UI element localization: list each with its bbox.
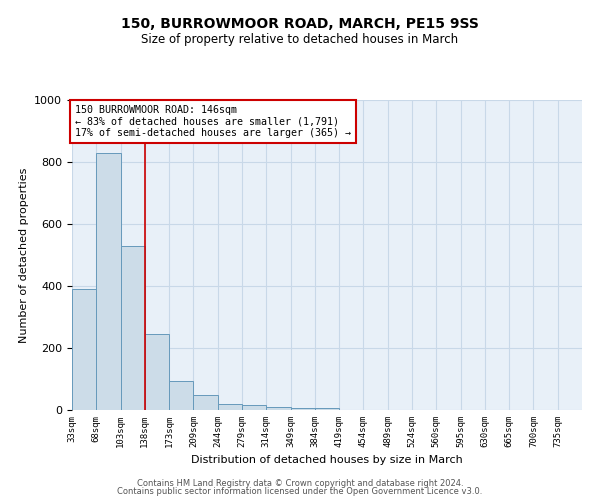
Bar	[242, 406, 266, 410]
Text: 150 BURROWMOOR ROAD: 146sqm
← 83% of detached houses are smaller (1,791)
17% of : 150 BURROWMOOR ROAD: 146sqm ← 83% of det…	[74, 104, 350, 138]
Text: 150, BURROWMOOR ROAD, MARCH, PE15 9SS: 150, BURROWMOOR ROAD, MARCH, PE15 9SS	[121, 18, 479, 32]
Text: Contains public sector information licensed under the Open Government Licence v3: Contains public sector information licen…	[118, 487, 482, 496]
Text: Size of property relative to detached houses in March: Size of property relative to detached ho…	[142, 32, 458, 46]
Bar	[169, 380, 193, 410]
Bar	[145, 334, 169, 410]
Bar	[290, 408, 315, 410]
Bar	[121, 246, 145, 410]
X-axis label: Distribution of detached houses by size in March: Distribution of detached houses by size …	[191, 456, 463, 466]
Bar	[96, 152, 121, 410]
Bar	[218, 404, 242, 410]
Bar	[266, 407, 290, 410]
Bar	[72, 289, 96, 410]
Y-axis label: Number of detached properties: Number of detached properties	[19, 168, 29, 342]
Bar	[315, 408, 339, 410]
Bar	[193, 394, 218, 410]
Text: Contains HM Land Registry data © Crown copyright and database right 2024.: Contains HM Land Registry data © Crown c…	[137, 478, 463, 488]
